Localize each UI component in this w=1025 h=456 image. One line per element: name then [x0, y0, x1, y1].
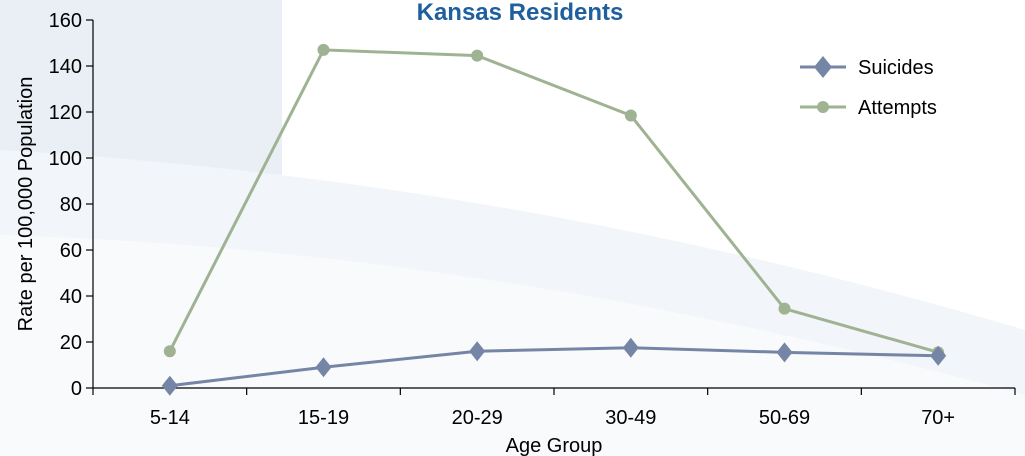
y-tick-label: 160 [49, 10, 82, 32]
legend-item: Suicides [800, 56, 934, 79]
legend-marker [814, 56, 832, 78]
data-point [778, 302, 791, 315]
data-point [469, 341, 486, 362]
legend-label: Attempts [858, 97, 937, 119]
series-line [168, 48, 939, 354]
x-axis-label: Age Group [506, 435, 603, 456]
y-tick-label: 40 [60, 286, 82, 308]
x-tick-label: 70+ [921, 407, 955, 429]
data-point [315, 357, 332, 378]
legend-item: Attempts [800, 97, 937, 119]
series-layer [161, 43, 947, 396]
x-tick-label: 5-14 [150, 407, 190, 429]
data-point [163, 345, 176, 358]
series-attempts [163, 43, 945, 359]
series-suicides [161, 337, 947, 396]
x-tick-label: 15-19 [298, 407, 349, 429]
x-axis: 5-14 15-19 20-29 30-49 50-69 70+ [92, 387, 1016, 429]
y-tick-label: 140 [49, 56, 82, 78]
y-axis: 0 20 40 60 80 100 120 140 160 [49, 10, 94, 400]
data-point [930, 345, 947, 366]
legend: Suicides Attempts [800, 56, 937, 119]
background-swoosh-highlight [0, 235, 1025, 456]
legend-marker [817, 101, 829, 113]
y-tick-label: 80 [60, 194, 82, 216]
data-point [317, 43, 330, 56]
y-axis-label: Rate per 100,000 Population [15, 77, 37, 332]
x-tick-label: 30-49 [605, 407, 656, 429]
y-tick-label: 120 [49, 102, 82, 124]
data-point [471, 49, 484, 62]
series-line [169, 346, 939, 388]
data-point [776, 342, 793, 363]
y-tick-label: 0 [71, 378, 82, 400]
x-tick-label: 20-29 [452, 407, 503, 429]
y-tick-label: 20 [60, 332, 82, 354]
chart-title: Kansas Residents [417, 0, 624, 26]
x-ticks: 5-14 15-19 20-29 30-49 50-69 70+ [92, 388, 1016, 429]
legend-label: Suicides [858, 57, 934, 79]
data-point [622, 337, 639, 358]
x-tick-label: 50-69 [759, 407, 810, 429]
y-tick-label: 60 [60, 240, 82, 262]
data-point [161, 375, 178, 396]
y-tick-label: 100 [49, 148, 82, 170]
y-ticks: 0 20 40 60 80 100 120 140 160 [49, 10, 93, 400]
data-point [624, 109, 637, 122]
